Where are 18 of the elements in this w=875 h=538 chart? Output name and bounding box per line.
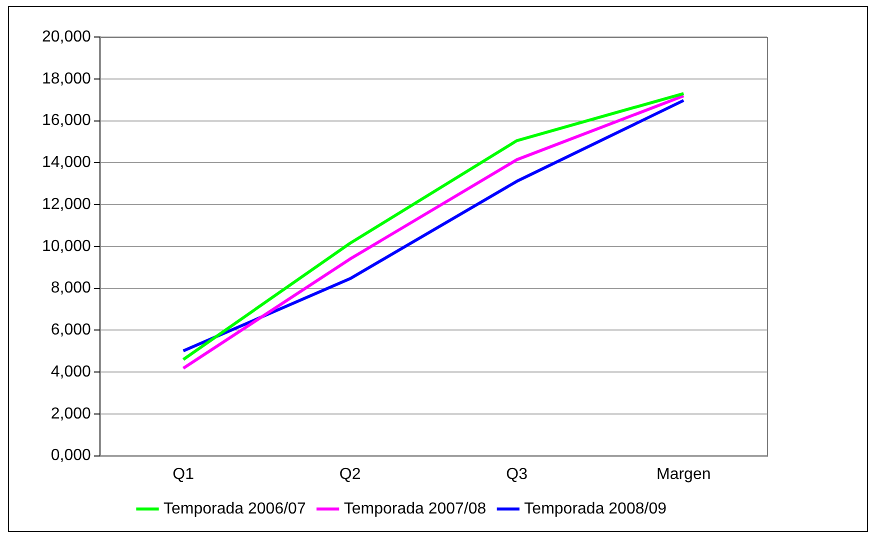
- y-tick-label: 16,000: [42, 112, 92, 130]
- y-tick-label: 10,000: [42, 238, 92, 255]
- y-tick-label: 18,000: [42, 70, 92, 88]
- y-tick-label: 8,000: [50, 280, 92, 297]
- x-tick-label: Q2: [339, 466, 361, 483]
- y-tick-label: 2,000: [50, 405, 92, 422]
- y-tick-label: 14,000: [42, 154, 92, 172]
- legend-label: Temporada 2008/09: [524, 500, 667, 518]
- y-tick-label: 20,000: [42, 28, 92, 46]
- x-tick-label: Q1: [172, 466, 194, 483]
- x-tick-label: Margen: [656, 466, 711, 483]
- legend-label: Temporada 2007/08: [344, 500, 486, 518]
- y-tick-label: 6,000: [50, 322, 92, 339]
- y-tick-label: 12,000: [42, 196, 92, 213]
- x-tick-label: Q3: [506, 466, 528, 483]
- legend-label: Temporada 2006/07: [164, 500, 306, 518]
- y-tick-label: 0,000: [50, 447, 92, 464]
- y-tick-label: 4,000: [50, 363, 92, 380]
